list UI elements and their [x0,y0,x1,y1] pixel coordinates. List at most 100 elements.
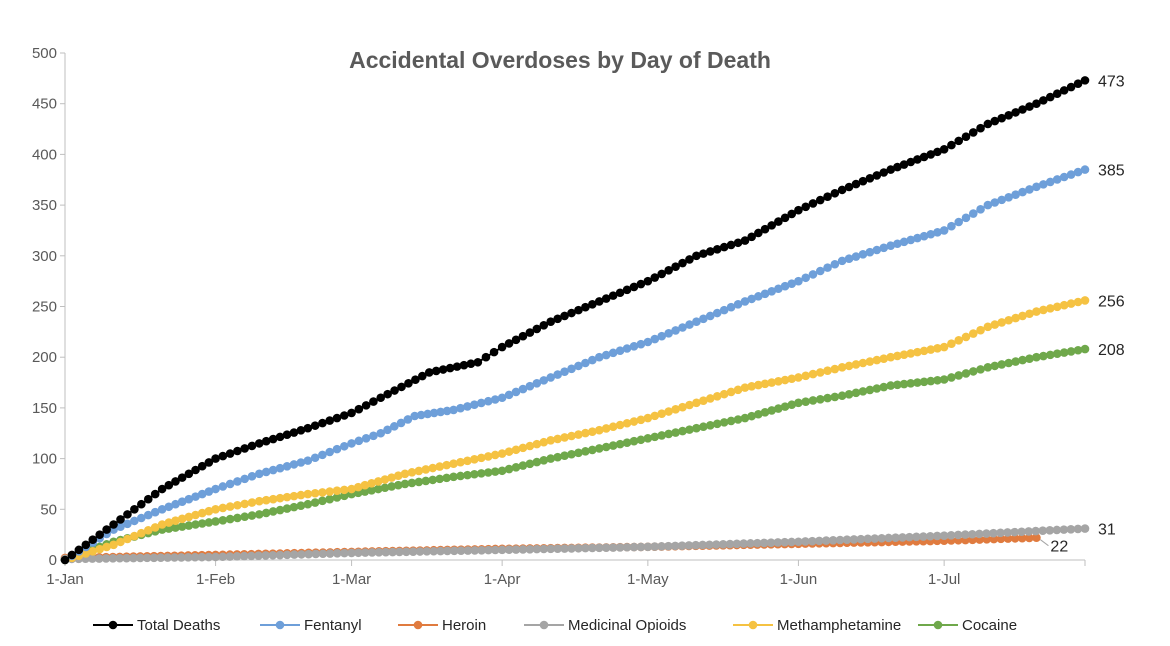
data-point [74,545,84,555]
data-point [374,548,384,557]
data-point [643,337,653,347]
data-point [332,549,342,558]
data-point [844,361,854,371]
data-point [204,506,214,516]
data-point [691,540,701,550]
data-point [588,445,597,455]
data-point [240,474,250,484]
data-point [699,422,708,432]
data-point [347,439,356,448]
data-point [553,452,562,462]
data-point [842,535,852,545]
data-point [102,542,111,552]
data-point [685,255,694,264]
series-cocaine: 208 [60,342,1125,565]
data-point [497,342,507,352]
data-point [289,460,299,469]
data-point [919,346,929,356]
data-point [893,380,902,390]
data-point [990,116,1000,126]
data-point [719,305,729,315]
data-point [310,453,320,463]
data-point [449,472,458,482]
data-point [369,397,378,406]
data-point [574,543,583,553]
data-point [581,428,590,438]
data-point [233,477,242,486]
data-point [539,321,549,330]
data-point [171,523,180,532]
data-point [851,360,861,369]
data-point [1046,304,1055,313]
data-point [318,549,328,559]
data-point [296,426,306,435]
data-point [677,541,687,550]
data-point [753,538,762,548]
data-point [1039,96,1048,105]
legend-label: Heroin [442,617,486,634]
data-point [211,552,220,562]
data-point [636,279,646,289]
data-point [225,502,235,511]
data-point [808,199,818,208]
data-point [275,505,285,515]
data-label: 208 [1098,342,1125,359]
data-point [636,415,646,425]
data-point [539,544,549,554]
data-point [865,174,875,183]
data-point [390,422,399,431]
data-point [823,393,832,403]
data-point [567,449,576,459]
data-point [361,434,371,443]
data-point [361,401,371,410]
data-point [1010,527,1019,537]
data-point [421,476,431,486]
data-point [525,328,535,337]
data-point [525,459,535,469]
data-point [947,339,956,348]
data-point [122,553,131,563]
data-point [747,411,756,421]
data-point [692,251,701,261]
data-point [289,428,299,437]
y-tick-label: 450 [32,96,57,113]
data-point [130,531,139,541]
data-point [899,237,909,247]
data-point [801,273,811,283]
data-point [726,416,736,426]
data-point [954,217,964,227]
data-point [926,150,936,159]
data-point [706,420,715,430]
data-point [191,510,200,520]
data-point [760,289,770,299]
data-point [332,444,342,454]
data-point [815,394,825,404]
data-point [116,522,125,531]
data-point [622,418,632,428]
data-point [157,505,167,514]
data-point [939,531,949,540]
data-point [1059,172,1069,182]
data-point [171,516,180,526]
data-point [225,449,235,458]
data-point [886,165,896,174]
data-point [574,448,583,458]
data-point [865,385,875,395]
data-point [932,531,942,541]
x-tick-label: 1-Apr [484,571,521,588]
data-point [747,294,756,304]
data-point [608,422,618,432]
y-tick-label: 250 [32,299,57,316]
data-point [296,458,306,467]
data-point [767,378,777,387]
data-point [443,546,452,556]
data-point [837,363,847,372]
data-point [1032,99,1041,108]
data-point [518,545,528,554]
data-point [780,537,790,547]
data-point [360,548,370,557]
data-point [858,176,868,186]
data-point [435,474,444,484]
data-point [247,472,257,481]
